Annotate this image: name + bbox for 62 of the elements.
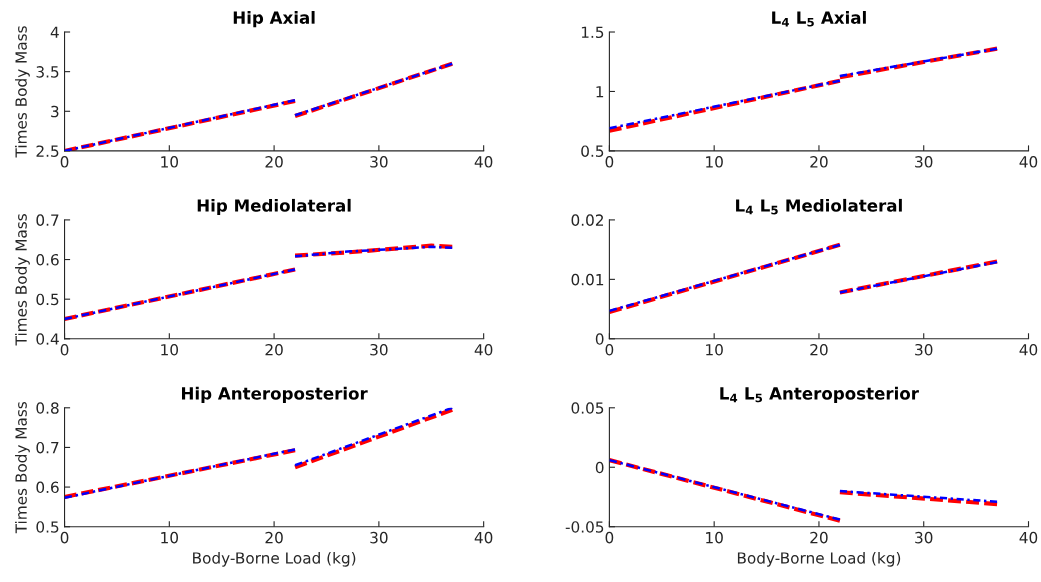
x-axis-title: Body-Borne Load (kg) [193,551,356,567]
y-tick-label: 3 [51,105,59,118]
y-axis-title: Times Body Mass [15,401,30,534]
y-tick-label: 0.5 [36,293,59,306]
x-tick-label: 10 [706,343,723,356]
x-tick-label: 30 [370,531,388,544]
x-tick-label: 0 [605,156,614,168]
y-tick-label: -0.05 [565,521,604,533]
chart-title: L$_{4}$ L$_{5}$ Axial [772,11,866,27]
x-tick-label: 30 [915,156,933,168]
x-tick-label: 0 [60,343,69,356]
x-tick-label: 40 [474,343,493,356]
y-axis-title: Times Body Mass [15,214,30,346]
x-tick-label: 0 [60,156,69,168]
chart-title: Hip Axial [233,11,315,28]
y-tick-label: 0.02 [571,214,603,226]
x-tick-label: 40 [1019,343,1038,356]
x-tick-label: 0 [60,531,69,544]
y-tick-label: 0.7 [36,214,59,226]
x-tick-label: 20 [810,343,828,356]
x-tick-label: 40 [1019,156,1038,168]
y-tick-label: 0 [595,333,604,345]
y-tick-label: 0.7 [36,441,59,454]
y-tick-label: 0.5 [581,145,604,157]
x-tick-label: 30 [370,343,388,356]
x-tick-label: 10 [161,531,179,544]
x-tick-label: 30 [915,343,933,356]
x-tick-label: 0 [605,531,614,544]
y-tick-label: 0.5 [36,521,59,533]
y-tick-label: 0.8 [36,402,59,414]
x-tick-label: 40 [1019,531,1038,544]
x-tick-label: 20 [265,156,283,168]
chart-title: Hip Mediolateral [197,198,351,216]
y-axis-title: Times Body Mass [15,26,30,158]
y-tick-label: 4 [50,26,59,38]
x-tick-label: 20 [265,343,283,356]
y-tick-label: 0.05 [571,402,604,414]
y-tick-label: 0.01 [571,273,604,286]
chart-title: L$_{4}$ L$_{5}$ Mediolateral [736,198,902,215]
y-tick-label: 0.6 [36,481,59,494]
x-tick-label: 30 [370,156,388,168]
x-tick-label: 20 [265,531,283,544]
chart-title: L$_{4}$ L$_{5}$ Anteroposterior [720,386,919,403]
x-tick-label: 20 [810,156,828,168]
x-tick-label: 0 [605,343,614,356]
x-tick-label: 10 [161,156,179,168]
x-tick-label: 20 [810,531,828,544]
y-tick-label: 1.5 [581,26,604,39]
y-tick-label: 2.5 [36,145,59,157]
x-tick-label: 10 [161,343,179,356]
x-tick-label: 40 [474,531,493,544]
x-tick-label: 40 [474,156,493,168]
x-tick-label: 10 [706,531,723,544]
y-tick-label: 1 [596,86,604,98]
y-tick-label: 0.4 [36,333,59,345]
y-tick-label: 0 [595,461,604,474]
x-tick-label: 10 [706,156,723,168]
x-tick-label: 30 [915,531,933,544]
y-tick-label: 3.5 [36,66,59,78]
x-axis-title: Body-Borne Load (kg) [737,551,901,567]
y-tick-label: 0.6 [36,254,59,266]
chart-title: Hip Anteroposterior [182,386,368,403]
